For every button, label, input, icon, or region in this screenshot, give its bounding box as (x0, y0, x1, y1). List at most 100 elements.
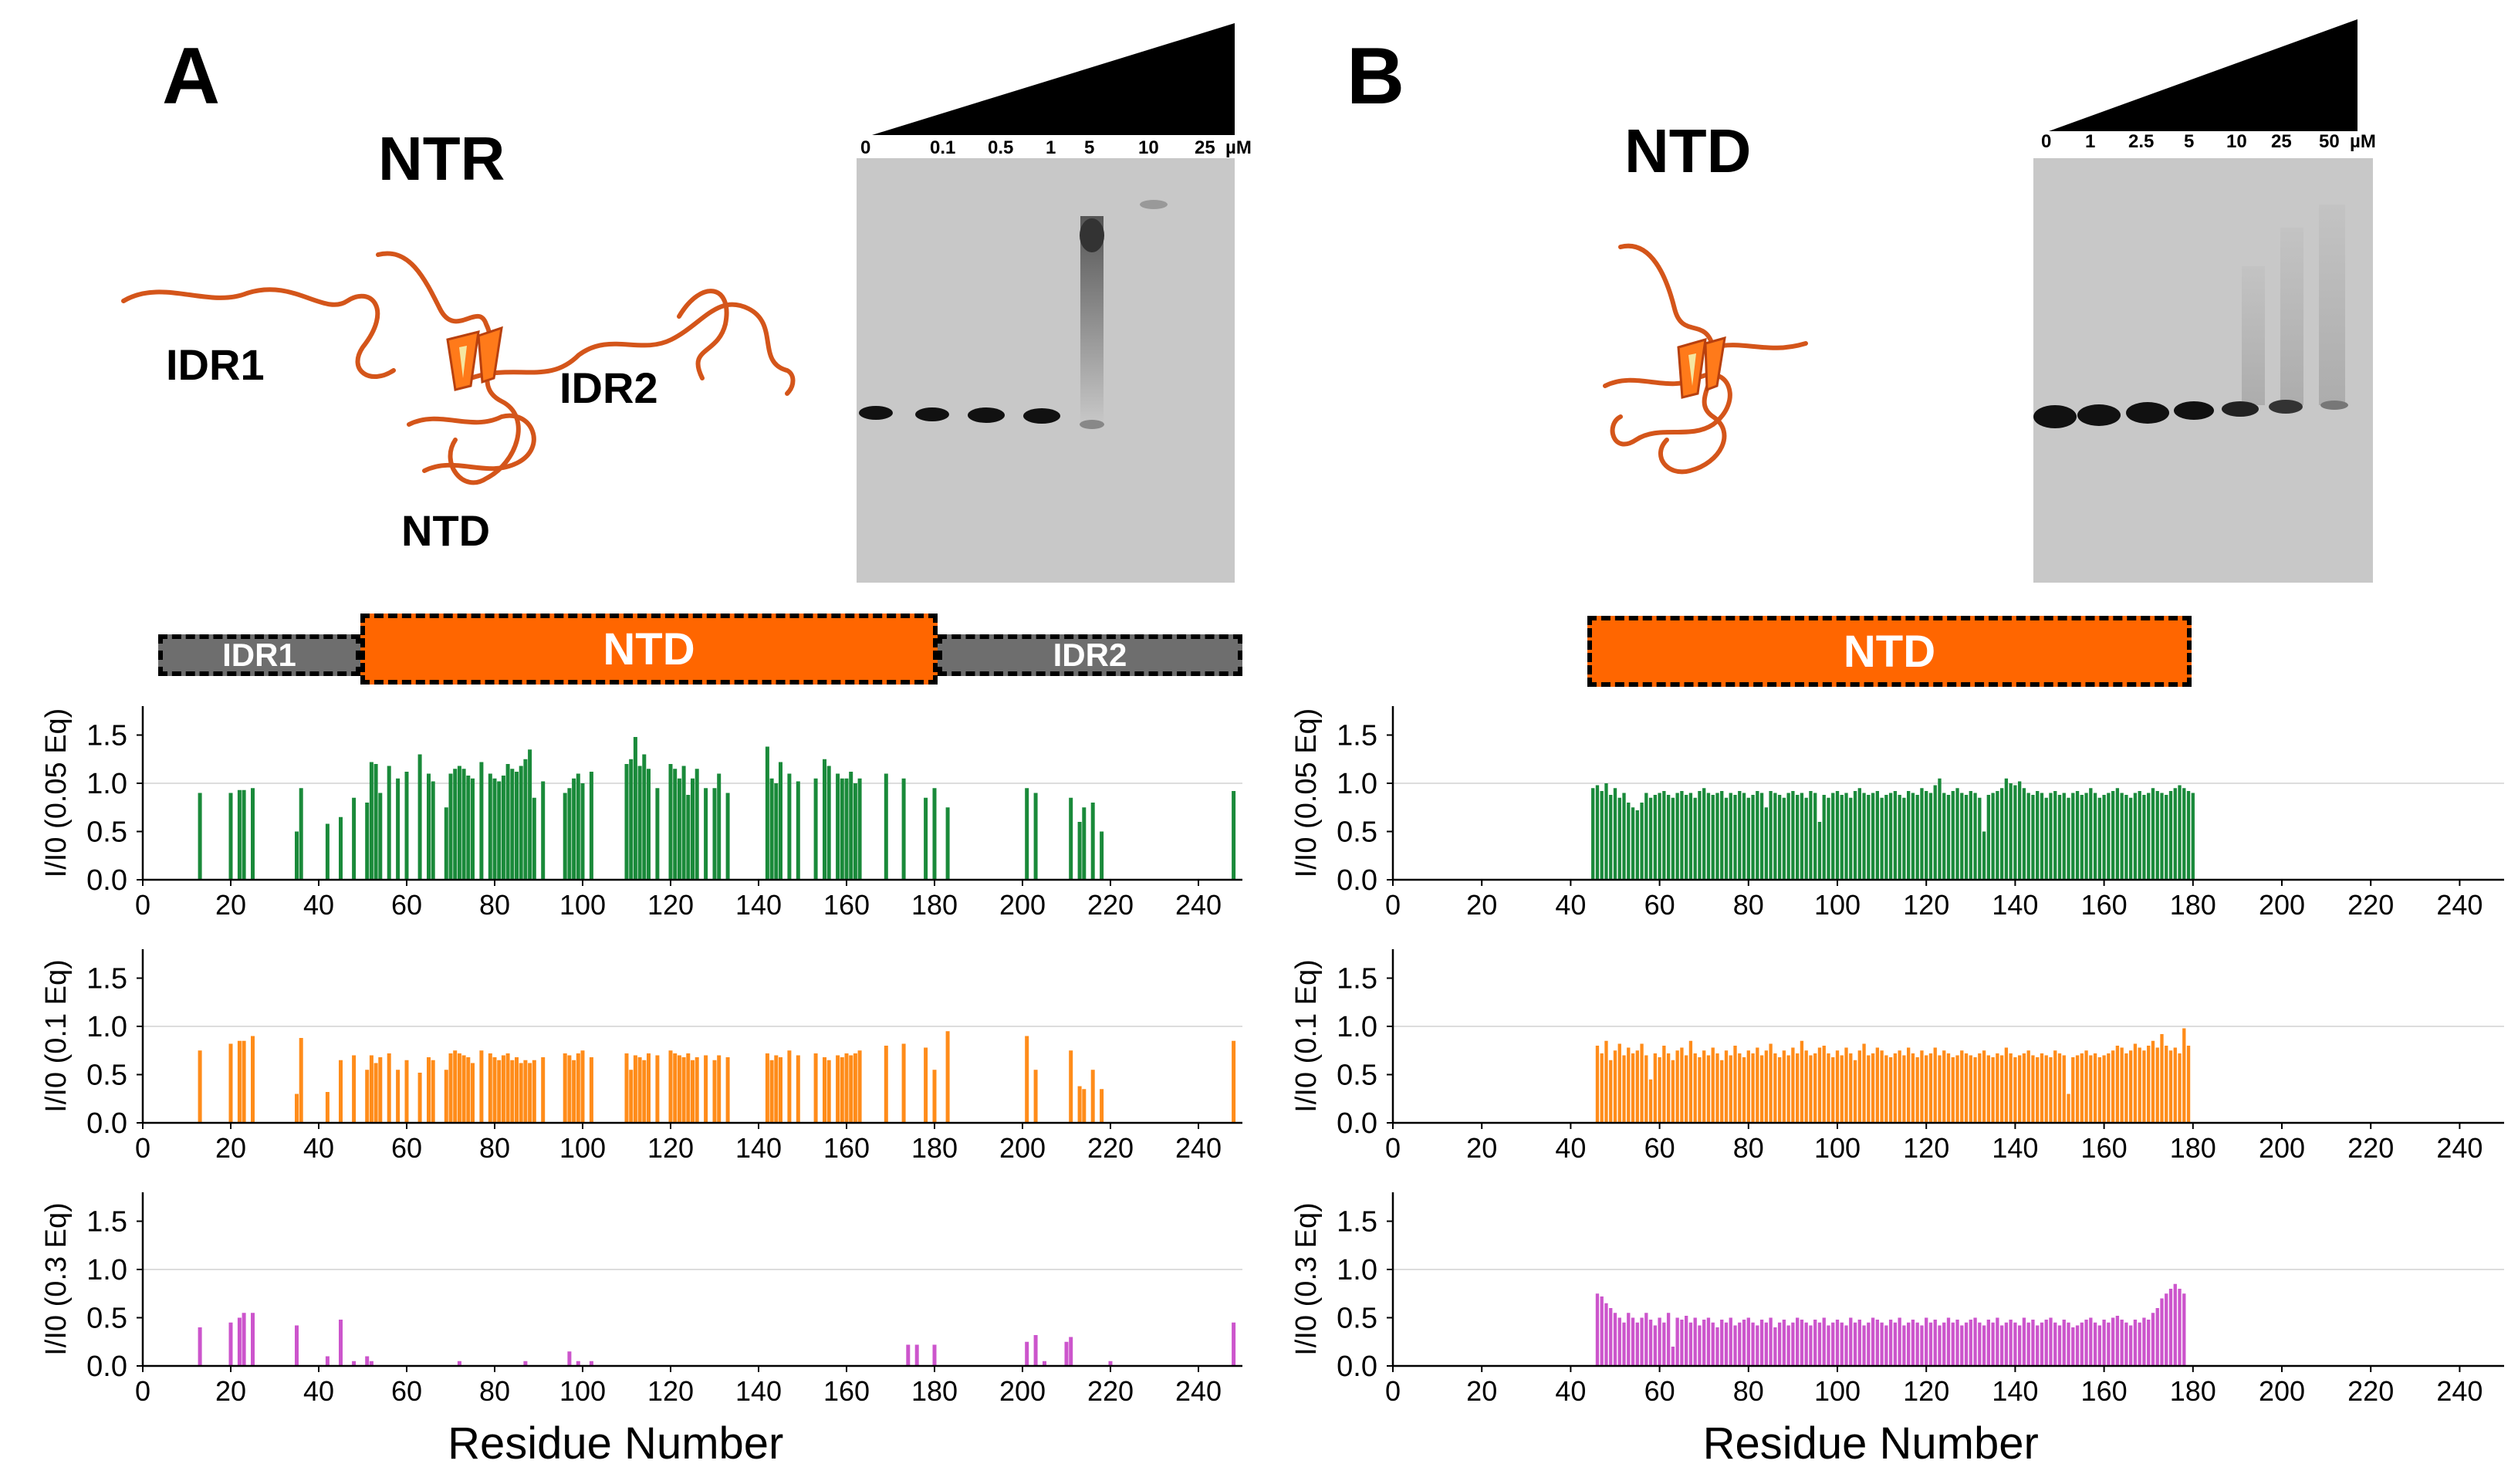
bar (2142, 795, 2146, 880)
bar (1942, 1050, 1946, 1123)
bar (1604, 1040, 1608, 1123)
bar (1706, 1055, 1711, 1123)
bar (1064, 1341, 1069, 1366)
bar (668, 1050, 673, 1123)
bar (2057, 795, 2062, 880)
y-tick-label: 1.5 (86, 1206, 127, 1239)
bar (1955, 788, 1959, 880)
bar (1867, 1322, 1871, 1366)
bar (373, 1063, 378, 1123)
bar (1925, 791, 1928, 880)
x-tick-label: 160 (823, 889, 870, 921)
bar (431, 1060, 435, 1123)
bar (515, 1057, 519, 1123)
bar (2036, 791, 2040, 880)
bar (1756, 1047, 1759, 1123)
x-tick-label: 80 (1733, 1375, 1764, 1407)
x-tick-label: 100 (559, 1132, 606, 1164)
bar (844, 1053, 849, 1123)
bar (1991, 1322, 1995, 1366)
x-tick-label: 100 (1814, 889, 1861, 921)
bar (488, 773, 492, 880)
bar (853, 783, 857, 880)
bar (1857, 1320, 1861, 1366)
bar (2040, 1053, 2044, 1123)
bar (1622, 1322, 1626, 1366)
bar (1662, 1322, 1666, 1366)
bar (1751, 795, 1755, 880)
bar (448, 1053, 453, 1123)
gel-a-lane-label: 5 (1084, 137, 1095, 158)
bar (1769, 1317, 1773, 1366)
bar (2040, 1322, 2044, 1366)
bar (396, 778, 401, 880)
bar (563, 1053, 567, 1123)
bar (849, 1055, 853, 1123)
gel-b-lane-label: 5 (2184, 131, 2195, 152)
bar (396, 1070, 401, 1123)
x-tick-label: 0 (1385, 889, 1401, 921)
x-axis-label: Residue Number (448, 1418, 783, 1469)
bar (1898, 1050, 1901, 1123)
bar (1108, 1361, 1113, 1366)
bar (1880, 1322, 1884, 1366)
bar (1077, 822, 1082, 880)
x-tick-label: 140 (735, 889, 782, 921)
bar (1835, 791, 1840, 880)
bar (466, 776, 471, 880)
bar (427, 1057, 431, 1123)
bar (1622, 1055, 1626, 1123)
bar (769, 1060, 774, 1123)
bar (840, 1057, 844, 1123)
bar (1831, 1322, 1835, 1366)
bar (1875, 791, 1879, 880)
x-tick-label: 40 (1555, 889, 1586, 921)
bar (2155, 791, 2159, 880)
bar (2080, 1322, 2084, 1366)
bar (1827, 1325, 1830, 1366)
bar (901, 778, 906, 880)
bar (2168, 791, 2173, 880)
bar (2168, 1050, 2173, 1123)
bar (668, 764, 673, 880)
bar (945, 807, 950, 880)
bar (1675, 1317, 1679, 1366)
bar (2057, 1053, 2062, 1123)
y-axis-label: I/I0 (0.05 Eq) (1290, 708, 1323, 878)
bar (2102, 1320, 2106, 1366)
bar (2129, 797, 2133, 880)
bar (1685, 1316, 1688, 1366)
bar (1853, 791, 1857, 880)
bar (2173, 788, 2177, 880)
bar (2151, 1313, 2155, 1366)
panel-letter-b: B (1347, 32, 1405, 121)
bar (1693, 797, 1697, 880)
bar (1756, 791, 1759, 880)
chart-b-0-3-eq: 0.0 0.5 1.0 1.5 0 20 40 60 80 100 120 140 160 180 200 2… (1290, 1192, 2504, 1469)
bar (1817, 1322, 1822, 1366)
bar (532, 1060, 536, 1123)
bar (2124, 795, 2128, 880)
bar (2147, 793, 2151, 880)
x-tick-label: 180 (911, 1375, 958, 1407)
bar (1733, 795, 1737, 880)
x-tick-label: 160 (2081, 1375, 2128, 1407)
bar (1982, 1050, 1986, 1123)
bar (2031, 795, 2035, 880)
bar (1978, 1322, 1982, 1366)
bar (1982, 1325, 1986, 1366)
gel-b-concentration-wedge (2049, 19, 2357, 131)
bar (492, 778, 497, 880)
bar (1706, 1317, 1711, 1366)
bar (2133, 1320, 2138, 1366)
bar (404, 1060, 409, 1123)
bar (373, 764, 378, 880)
gel-b-lane-label: 2.5 (2128, 131, 2155, 152)
bar (1738, 1053, 1742, 1123)
bar (1640, 803, 1644, 880)
bar (387, 1053, 391, 1123)
bar (1871, 1053, 1875, 1123)
bar (295, 1325, 299, 1366)
bar (1746, 797, 1750, 880)
bar (1933, 1047, 1937, 1123)
